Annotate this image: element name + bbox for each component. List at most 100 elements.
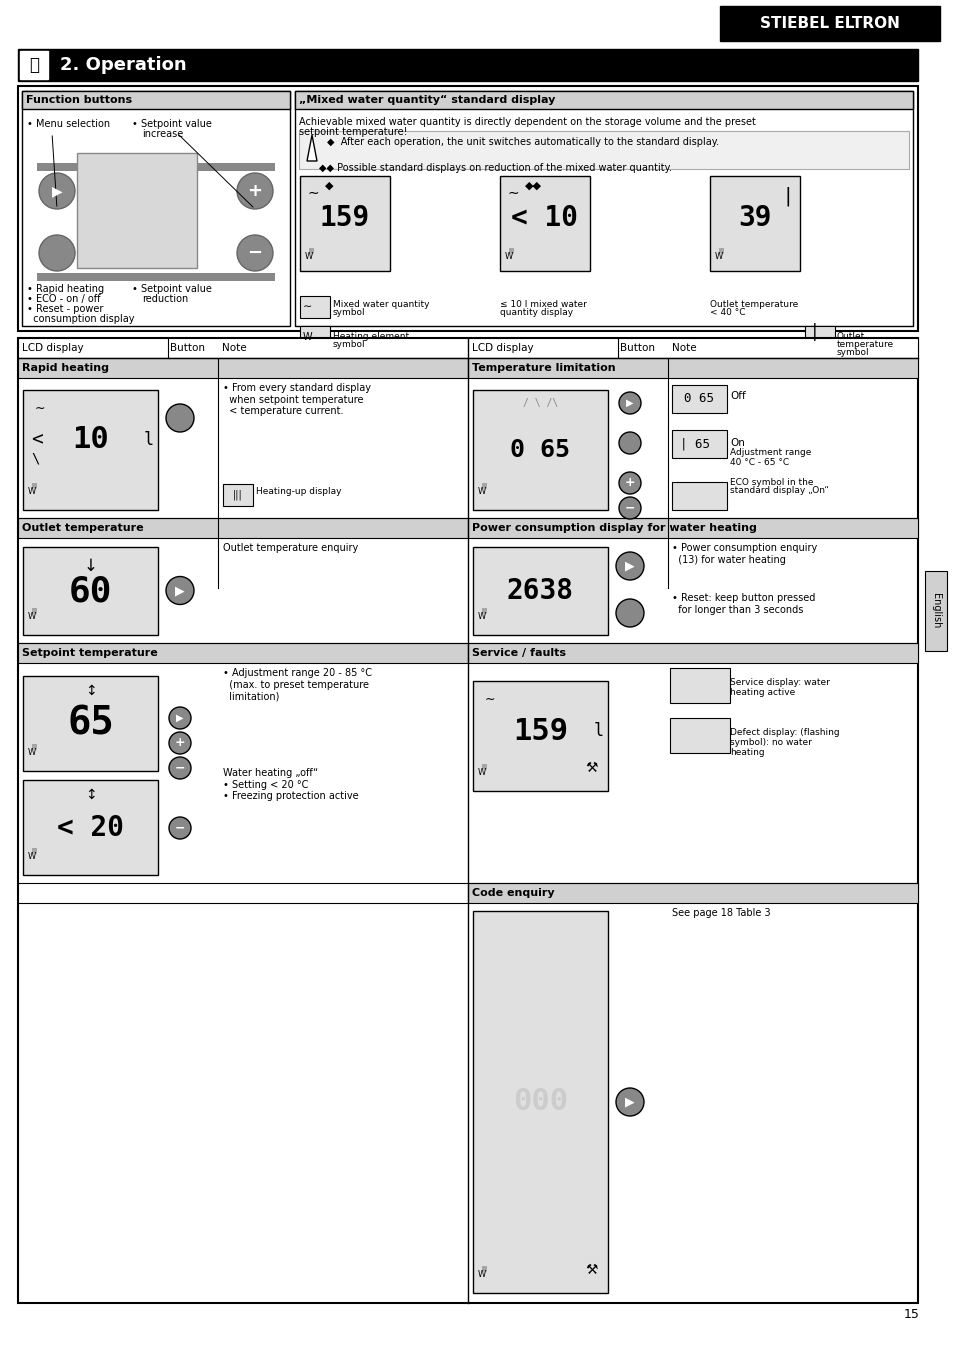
Text: < 40 °C: < 40 °C	[709, 308, 744, 317]
FancyBboxPatch shape	[22, 91, 290, 109]
Text: ∼: ∼	[507, 186, 519, 200]
FancyBboxPatch shape	[20, 51, 48, 78]
Text: W: W	[504, 253, 513, 261]
Text: 39: 39	[738, 204, 771, 232]
Text: consumption display: consumption display	[27, 313, 134, 324]
Text: quantity display: quantity display	[499, 308, 573, 317]
Text: • Adjustment range 20 - 85 °C
  (max. to preset temperature
  limitation): • Adjustment range 20 - 85 °C (max. to p…	[223, 667, 372, 701]
Text: setpoint temperature!: setpoint temperature!	[298, 127, 407, 136]
Text: ∼: ∼	[35, 403, 46, 415]
FancyBboxPatch shape	[18, 49, 917, 81]
Text: Setpoint temperature: Setpoint temperature	[22, 648, 157, 658]
Text: +: +	[624, 477, 635, 489]
FancyBboxPatch shape	[473, 547, 607, 635]
Text: ◆  After each operation, the unit switches automatically to the standard display: ◆ After each operation, the unit switche…	[327, 136, 719, 147]
Circle shape	[618, 497, 640, 519]
Text: • Power consumption enquiry
  (13) for water heating: • Power consumption enquiry (13) for wat…	[671, 543, 817, 565]
Polygon shape	[307, 135, 316, 161]
Text: ↓: ↓	[84, 557, 97, 576]
Text: Adjustment range: Adjustment range	[729, 449, 810, 457]
Text: • Setpoint value: • Setpoint value	[132, 284, 212, 295]
Circle shape	[616, 1088, 643, 1116]
Text: Achievable mixed water quantity is directly dependent on the storage volume and : Achievable mixed water quantity is direc…	[298, 118, 755, 127]
FancyBboxPatch shape	[298, 131, 908, 169]
Text: symbol: symbol	[333, 340, 365, 349]
Text: ◆: ◆	[325, 181, 334, 190]
Text: Button: Button	[170, 343, 205, 353]
FancyBboxPatch shape	[473, 681, 607, 790]
Text: W: W	[477, 612, 486, 621]
FancyBboxPatch shape	[37, 273, 274, 281]
Text: • Reset - power: • Reset - power	[27, 304, 103, 313]
Text: heating: heating	[729, 748, 763, 757]
Text: Heating element: Heating element	[333, 332, 409, 340]
Text: ◆◆: ◆◆	[524, 181, 541, 190]
Text: Note: Note	[222, 343, 247, 353]
FancyBboxPatch shape	[671, 430, 726, 458]
Text: symbol): no water: symbol): no water	[729, 738, 811, 747]
Text: • Menu selection: • Menu selection	[27, 119, 110, 128]
Text: / \ /\: / \ /\	[522, 399, 558, 408]
FancyBboxPatch shape	[473, 911, 607, 1293]
Text: |||: |||	[507, 247, 514, 253]
Text: ∼: ∼	[308, 186, 319, 200]
Text: English: English	[930, 593, 940, 628]
Text: |||: |||	[480, 608, 486, 613]
Text: W: W	[28, 486, 36, 496]
FancyBboxPatch shape	[669, 717, 729, 753]
Text: | 65: | 65	[679, 438, 709, 450]
FancyBboxPatch shape	[299, 176, 390, 272]
Circle shape	[616, 553, 643, 580]
FancyBboxPatch shape	[23, 676, 158, 771]
Text: • Reset: keep button pressed
  for longer than 3 seconds: • Reset: keep button pressed for longer …	[671, 593, 815, 615]
Text: 40 °C - 65 °C: 40 °C - 65 °C	[729, 458, 788, 467]
Text: temperature: temperature	[836, 340, 893, 349]
FancyBboxPatch shape	[18, 338, 917, 1302]
Circle shape	[169, 817, 191, 839]
Text: l: l	[594, 721, 603, 740]
Text: symbol: symbol	[836, 349, 869, 357]
Text: ↕: ↕	[85, 684, 96, 698]
Text: ▶: ▶	[51, 184, 62, 199]
Text: 159: 159	[319, 204, 370, 232]
FancyBboxPatch shape	[720, 5, 939, 41]
Text: 159: 159	[513, 716, 567, 746]
Text: 15: 15	[903, 1308, 919, 1321]
FancyBboxPatch shape	[23, 547, 158, 635]
Circle shape	[169, 757, 191, 780]
Text: Outlet temperature: Outlet temperature	[22, 523, 144, 534]
FancyBboxPatch shape	[294, 91, 912, 109]
Text: W: W	[28, 748, 36, 757]
Text: −: −	[174, 821, 185, 835]
Text: ▶: ▶	[625, 399, 633, 408]
Text: ▶: ▶	[176, 713, 184, 723]
FancyBboxPatch shape	[671, 482, 726, 509]
Text: +: +	[247, 182, 262, 200]
FancyBboxPatch shape	[468, 643, 917, 663]
FancyBboxPatch shape	[18, 86, 917, 331]
FancyBboxPatch shape	[473, 390, 607, 509]
Text: \: \	[30, 451, 39, 465]
Text: W: W	[477, 1270, 486, 1279]
FancyBboxPatch shape	[23, 390, 158, 509]
FancyBboxPatch shape	[924, 571, 946, 651]
Text: 65: 65	[67, 704, 113, 743]
Text: ▶: ▶	[624, 1096, 634, 1109]
Text: STIEBEL ELTRON: STIEBEL ELTRON	[760, 16, 899, 31]
Text: l: l	[144, 431, 153, 449]
Text: ∼: ∼	[484, 693, 495, 707]
Circle shape	[616, 598, 643, 627]
Text: Power consumption display for water heating: Power consumption display for water heat…	[472, 523, 756, 534]
Text: • From every standard display
  when setpoint temperature
  < temperature curren: • From every standard display when setpo…	[223, 382, 371, 416]
Text: <: <	[30, 431, 43, 450]
Text: ●: ●	[625, 438, 634, 449]
FancyBboxPatch shape	[18, 643, 468, 663]
FancyBboxPatch shape	[294, 91, 912, 326]
Text: ▶: ▶	[624, 559, 634, 573]
Text: ∼: ∼	[303, 303, 312, 312]
Text: standard display „On“: standard display „On“	[729, 486, 828, 494]
Text: Outlet temperature: Outlet temperature	[709, 300, 798, 309]
Text: ⚒: ⚒	[585, 761, 598, 775]
Text: Outlet temperature enquiry: Outlet temperature enquiry	[223, 543, 358, 553]
Text: 2. Operation: 2. Operation	[60, 55, 187, 74]
